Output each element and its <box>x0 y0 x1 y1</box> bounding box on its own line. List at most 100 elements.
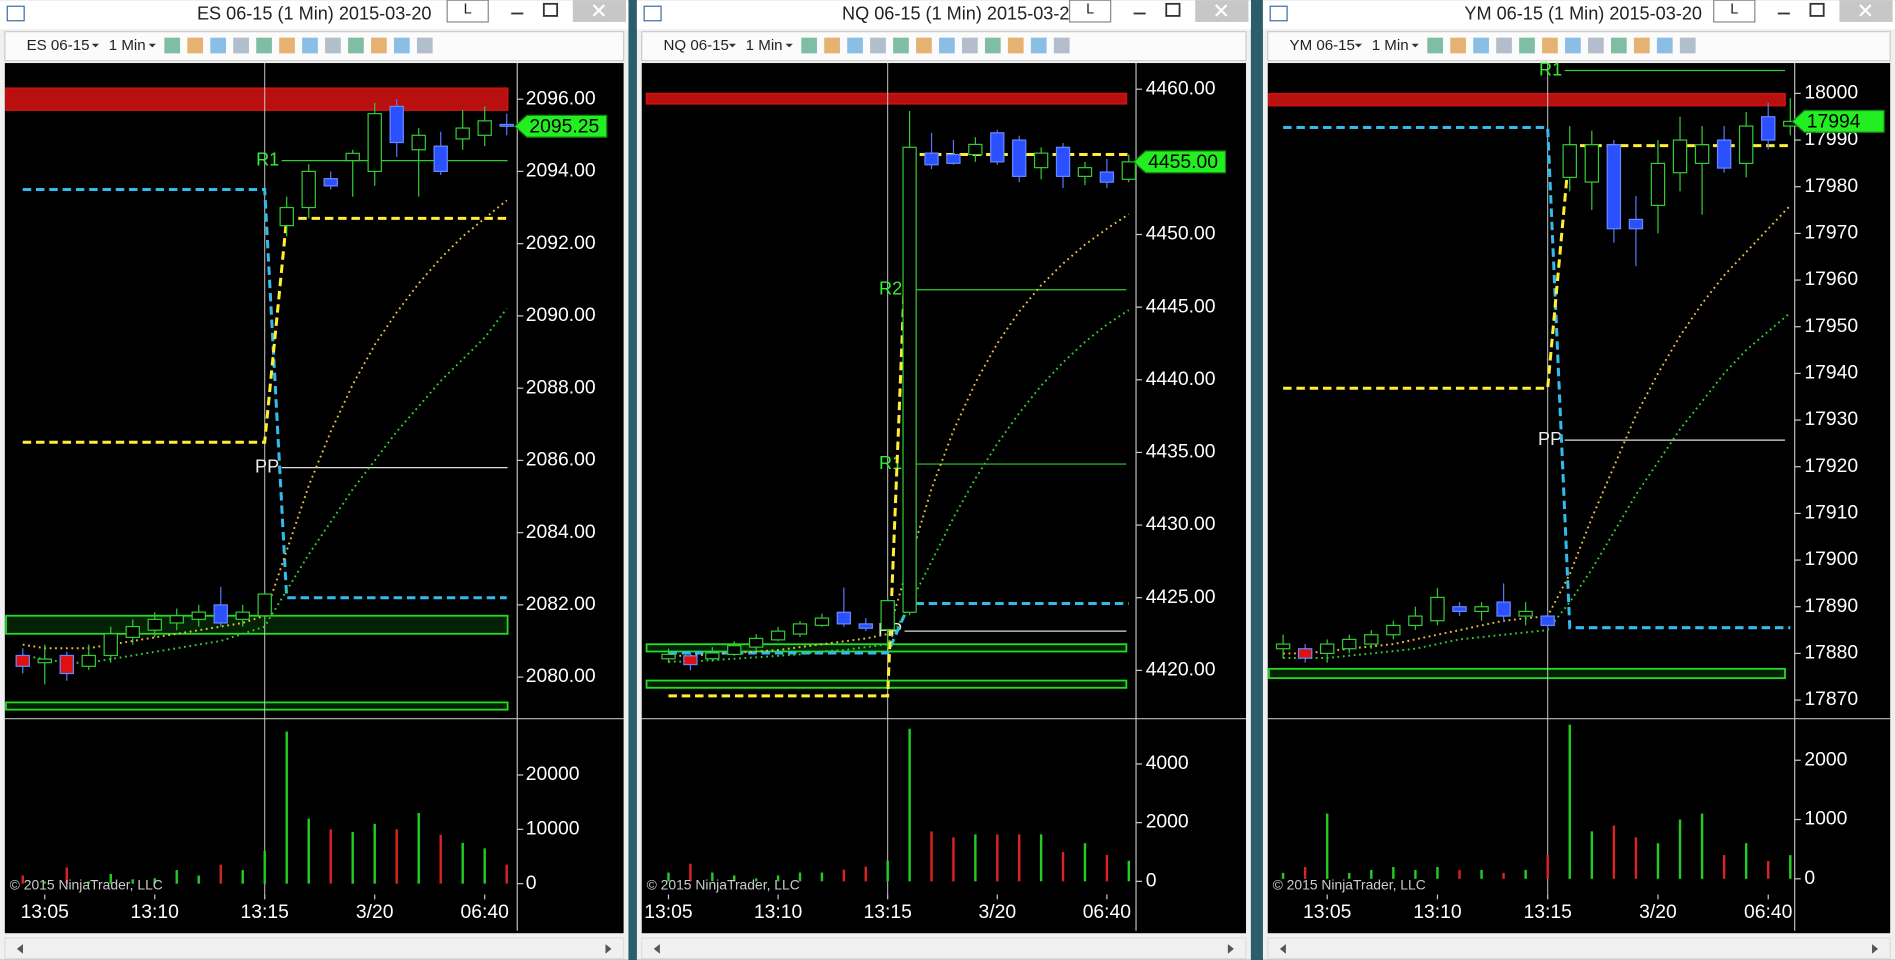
toolbar-icon[interactable] <box>279 37 295 54</box>
toolbar-icon[interactable] <box>916 37 932 54</box>
candle-body <box>37 658 52 664</box>
toolbar-icon[interactable] <box>1679 37 1696 54</box>
interval-selector[interactable]: 1 Min <box>746 37 783 54</box>
candle-body <box>477 120 492 136</box>
toolbar-icon[interactable] <box>870 37 886 54</box>
instrument-selector[interactable]: YM 06-15 <box>1290 37 1355 54</box>
toolbar-icon[interactable] <box>939 37 955 54</box>
zone <box>5 701 509 711</box>
candle-body <box>59 654 74 675</box>
toolbar-icon[interactable] <box>1030 37 1047 54</box>
toolbar-icon[interactable] <box>1473 37 1489 54</box>
close-icon[interactable] <box>1859 4 1872 17</box>
scrollbar[interactable] <box>1267 937 1891 960</box>
candle-body <box>411 134 426 151</box>
dropdown-arrow[interactable] <box>1411 43 1419 48</box>
layout-button-label[interactable]: L <box>1086 2 1094 18</box>
instrument-selector[interactable]: ES 06-15 <box>27 37 90 54</box>
layout-button[interactable] <box>1713 0 1756 23</box>
toolbar-icon[interactable] <box>371 37 387 54</box>
toolbar-icon[interactable] <box>847 37 863 54</box>
chart-window: YM 06-15 (1 Min) 2015-03-20 L YM 06-15 1 Mi… <box>1262 0 1895 960</box>
candle-body <box>727 645 742 656</box>
layout-button[interactable] <box>446 0 489 23</box>
toolbar-icon[interactable] <box>1588 37 1604 54</box>
dropdown-arrow[interactable] <box>148 43 156 48</box>
toolbar-icon[interactable] <box>1565 37 1581 54</box>
x-tick-label: 06:40 <box>1744 902 1792 923</box>
candle-body <box>1099 171 1115 183</box>
toolbar-icon[interactable] <box>1053 37 1070 54</box>
toolbar-icon[interactable] <box>1450 37 1466 54</box>
toolbar-icon[interactable] <box>962 37 978 54</box>
candle-body <box>1386 624 1401 636</box>
zone <box>645 679 1128 689</box>
x-tick-label: 13:10 <box>131 902 179 923</box>
scroll-left[interactable] <box>1279 944 1286 954</box>
dropdown-arrow[interactable] <box>728 43 737 48</box>
toolbar-icon[interactable] <box>187 37 204 54</box>
dropdown-arrow[interactable] <box>91 43 100 48</box>
interval-selector[interactable]: 1 Min <box>109 37 146 54</box>
candle-body <box>990 132 1005 163</box>
toolbar-icon[interactable] <box>393 37 410 54</box>
layout-button-label[interactable]: L <box>464 2 472 18</box>
volume-tick-label: 0 <box>1146 870 1157 891</box>
scroll-right[interactable] <box>1227 944 1234 954</box>
layout-button[interactable] <box>1068 0 1112 23</box>
scrollbar[interactable] <box>4 937 625 960</box>
toolbar-icon[interactable] <box>824 37 840 54</box>
close-icon[interactable] <box>592 4 606 17</box>
toolbar-icon[interactable] <box>256 37 272 54</box>
maximize-button[interactable] <box>542 2 559 17</box>
toolbar-icon[interactable] <box>325 37 341 54</box>
toolbar-icon[interactable] <box>1542 37 1558 54</box>
toolbar-icon[interactable] <box>233 37 249 54</box>
toolbar-icon[interactable] <box>1427 37 1444 54</box>
scrollbar[interactable] <box>641 937 1247 960</box>
zone <box>5 87 509 111</box>
title-bar <box>0 0 629 30</box>
dropdown-arrow[interactable] <box>785 43 793 48</box>
candle-body <box>235 611 250 620</box>
close-icon[interactable] <box>1215 4 1228 17</box>
toolbar-icon[interactable] <box>893 37 909 54</box>
toolbar-icon[interactable] <box>1007 37 1024 54</box>
x-tick-label: 3/20 <box>978 902 1016 923</box>
toolbar-icon[interactable] <box>210 37 226 54</box>
candle-body <box>15 654 30 667</box>
x-tick-label: 13:15 <box>1524 902 1572 923</box>
copyright: © 2015 NinjaTrader, LLC <box>647 877 800 893</box>
toolbar-icon[interactable] <box>164 37 181 54</box>
candle-body <box>858 623 873 629</box>
toolbar-icon[interactable] <box>1656 37 1673 54</box>
scroll-right[interactable] <box>1872 944 1879 954</box>
dropdown-arrow[interactable] <box>1354 43 1363 48</box>
toolbar-icon[interactable] <box>416 37 433 54</box>
scroll-left[interactable] <box>653 944 660 954</box>
toolbar <box>1267 31 1891 62</box>
toolbar-icon[interactable] <box>984 37 1001 54</box>
maximize-button[interactable] <box>1809 2 1825 17</box>
toolbar-icon[interactable] <box>302 37 318 54</box>
interval-selector[interactable]: 1 Min <box>1372 37 1409 54</box>
y-tick-label: 17950 <box>1804 316 1858 337</box>
candle-body <box>1297 648 1313 659</box>
toolbar-icon[interactable] <box>1633 37 1650 54</box>
scroll-right[interactable] <box>605 944 612 954</box>
toolbar-icon[interactable] <box>348 37 364 54</box>
x-tick-label: 13:05 <box>644 902 692 923</box>
candle-body <box>814 617 830 626</box>
window-title: ES 06-15 (1 Min) 2015-03-20 <box>197 3 432 23</box>
toolbar-icon[interactable] <box>1496 37 1512 54</box>
toolbar-icon[interactable] <box>801 37 817 54</box>
candle-body <box>345 152 360 162</box>
scroll-left[interactable] <box>16 944 23 954</box>
window-icon <box>1269 5 1288 22</box>
instrument-selector[interactable]: NQ 06-15 <box>663 37 728 54</box>
toolbar-icon[interactable] <box>1519 37 1535 54</box>
x-tick-label: 3/20 <box>356 902 394 923</box>
layout-button-label[interactable]: L <box>1730 2 1738 18</box>
toolbar-icon[interactable] <box>1610 37 1627 54</box>
maximize-button[interactable] <box>1165 2 1181 17</box>
